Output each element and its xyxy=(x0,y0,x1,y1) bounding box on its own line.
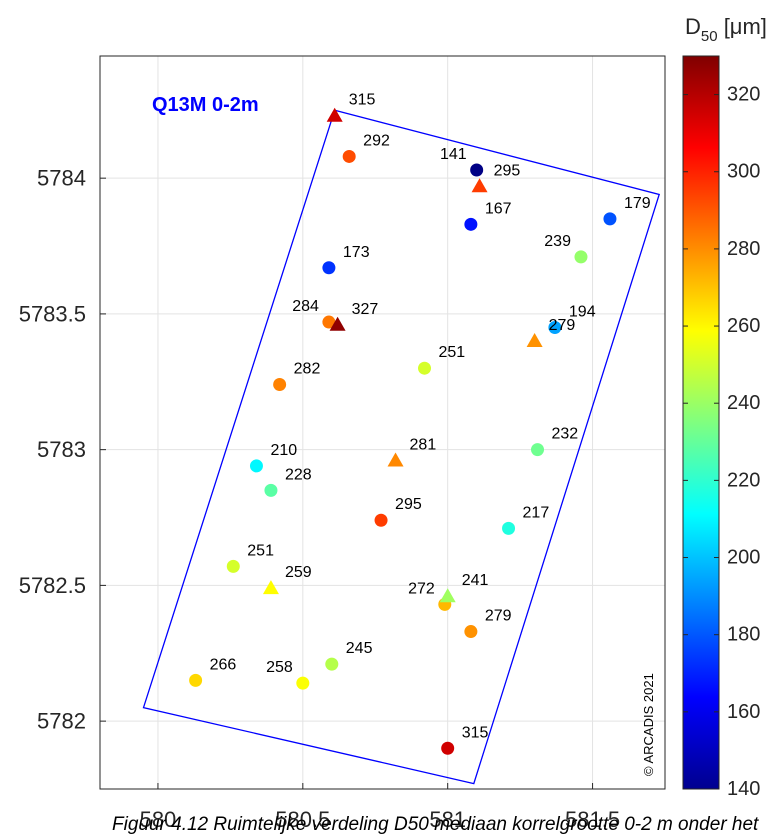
colorbar-tick-label: 160 xyxy=(727,701,760,723)
point-label: 266 xyxy=(210,656,237,673)
sample-circle-point xyxy=(574,250,587,263)
point-label: 272 xyxy=(408,580,435,597)
sample-circle-point xyxy=(296,677,309,690)
point-label: 167 xyxy=(485,200,512,217)
sample-circle-point xyxy=(343,150,356,163)
sample-triangle-point xyxy=(472,178,488,192)
plot-area-frame xyxy=(100,56,665,789)
point-label: 241 xyxy=(462,572,489,589)
point-label: 210 xyxy=(270,442,297,459)
point-label: 251 xyxy=(439,344,466,361)
colorbar-tick-label: 320 xyxy=(727,84,760,106)
point-label: 141 xyxy=(440,146,467,163)
y-tick-label: 5782.5 xyxy=(19,573,86,598)
point-label: 239 xyxy=(544,233,571,250)
region-label: Q13M 0-2m xyxy=(152,94,259,116)
point-label: 232 xyxy=(552,426,579,443)
sample-circle-point xyxy=(273,378,286,391)
point-label: 284 xyxy=(292,298,319,315)
sample-circle-point xyxy=(375,514,388,527)
colorbar-tick-label: 260 xyxy=(727,315,760,337)
colorbar-tick-label: 180 xyxy=(727,624,760,646)
point-label: 259 xyxy=(285,564,312,581)
sample-circle-point xyxy=(189,674,202,687)
point-label: 173 xyxy=(343,244,370,261)
sample-circle-point xyxy=(227,560,240,573)
point-label: 295 xyxy=(395,496,422,513)
sample-circle-point xyxy=(502,522,515,535)
sample-circle-point xyxy=(603,212,616,225)
point-label: 281 xyxy=(410,437,437,454)
sample-circle-point xyxy=(531,443,544,456)
colorbar-title: D50 [μm] xyxy=(685,14,767,45)
point-label: 217 xyxy=(523,504,550,521)
survey-boundary xyxy=(144,110,660,783)
point-label: 315 xyxy=(349,92,376,109)
y-tick-label: 5783.5 xyxy=(19,301,86,326)
colorbar xyxy=(683,56,719,789)
point-label: 295 xyxy=(494,162,521,179)
sample-triangle-point xyxy=(388,453,404,467)
point-label: 292 xyxy=(363,132,390,149)
point-label: 251 xyxy=(247,542,274,559)
sample-triangle-point xyxy=(527,333,543,347)
y-tick-label: 5782 xyxy=(37,709,86,734)
colorbar-tick-label: 140 xyxy=(727,778,760,800)
sample-circle-point xyxy=(418,362,431,375)
sample-circle-point xyxy=(441,742,454,755)
sample-circle-point xyxy=(322,261,335,274)
figure-caption: Figuur 4.12 Ruimtelijke verdeling D50 me… xyxy=(112,814,780,836)
colorbar-tick-label: 300 xyxy=(727,161,760,183)
sample-circle-point xyxy=(470,164,483,177)
sample-triangle-point xyxy=(263,580,279,594)
point-label: 282 xyxy=(294,360,321,377)
sample-circle-point xyxy=(464,218,477,231)
colorbar-tick-label: 200 xyxy=(727,547,760,569)
point-label: 279 xyxy=(549,317,576,334)
point-label: 279 xyxy=(485,608,512,625)
colorbar-tick-label: 240 xyxy=(727,392,760,414)
point-label: 327 xyxy=(352,301,379,318)
sample-triangle-point xyxy=(327,108,343,122)
grid-lines xyxy=(100,56,665,789)
y-tick-label: 5783 xyxy=(37,437,86,462)
point-label: 258 xyxy=(266,659,293,676)
y-tick-label: 5784 xyxy=(37,166,86,191)
sample-circle-point xyxy=(464,625,477,638)
point-label: 179 xyxy=(624,195,651,212)
copyright-note: © ARCADIS 2021 xyxy=(641,673,656,776)
sample-triangle-point xyxy=(440,588,456,602)
sample-circle-point xyxy=(264,484,277,497)
sample-circle-point xyxy=(325,658,338,671)
colorbar-tick-label: 220 xyxy=(727,469,760,491)
colorbar-tick-label: 280 xyxy=(727,238,760,260)
point-label: 228 xyxy=(285,466,312,483)
sample-circle-point xyxy=(250,459,263,472)
point-label: 315 xyxy=(462,724,489,741)
point-label: 245 xyxy=(346,640,373,657)
